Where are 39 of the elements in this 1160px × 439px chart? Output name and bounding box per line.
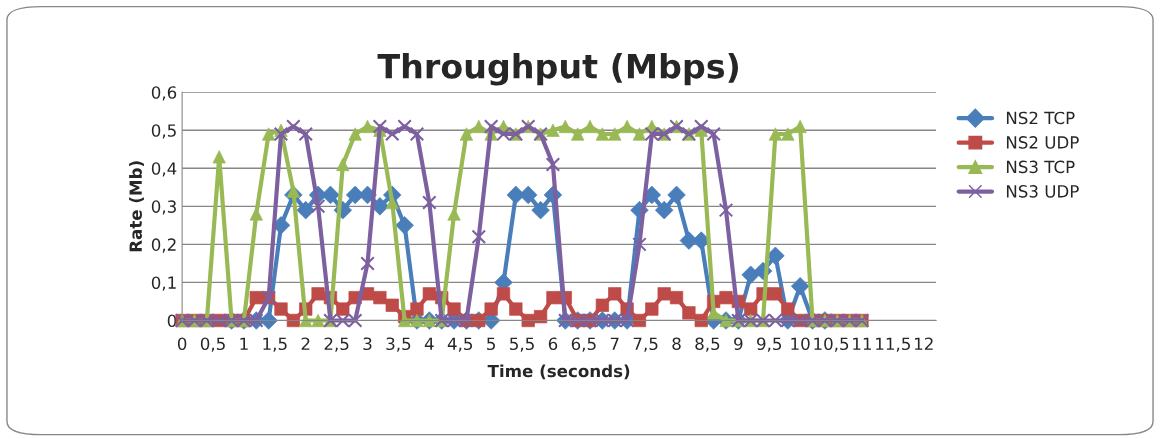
- x-tick-label: 7,5: [633, 337, 658, 352]
- x-tick-label: 8,5: [695, 337, 720, 352]
- y-tick-label: 0: [167, 314, 177, 328]
- y-axis-title: Rate (Mb): [129, 161, 144, 252]
- x-tick-label: 8: [672, 337, 681, 351]
- y-tick-label: 0,4: [151, 162, 177, 177]
- chart-title: Throughput (Mbps): [377, 52, 738, 86]
- x-tick-label: 11,5: [876, 337, 910, 352]
- x-tick-label: 0,5: [200, 337, 225, 352]
- legend-label: NS2 TCP: [1006, 111, 1075, 125]
- x-tick-label: 9,5: [757, 337, 782, 352]
- x-tick-label: 1,5: [263, 337, 287, 352]
- x-tick-label: 4,5: [447, 337, 473, 352]
- x-axis-title: Time (seconds): [487, 364, 630, 380]
- x-tick-label: 11: [853, 337, 872, 350]
- x-tick-label: 9: [734, 337, 743, 351]
- x-tick-label: 10: [791, 337, 810, 351]
- y-tick-label: 0,6: [151, 86, 177, 101]
- x-tick-label: 5,5: [510, 337, 534, 352]
- x-tick-label: 6,5: [571, 337, 596, 352]
- x-tick-label: 6: [548, 337, 558, 351]
- y-tick-label: 0,2: [151, 238, 176, 253]
- x-tick-label: 3,5: [386, 337, 411, 352]
- x-tick-label: 10,5: [814, 337, 849, 352]
- x-tick-label: 3: [363, 337, 372, 351]
- x-tick-label: 2,5: [324, 337, 349, 352]
- x-tick-label: 12: [914, 337, 933, 350]
- x-tick-label: 0: [177, 337, 187, 351]
- x-tick-label: 5: [487, 337, 495, 351]
- y-tick-label: 0,1: [151, 276, 176, 291]
- x-tick-label: 7: [610, 337, 619, 350]
- x-tick-label: 1: [240, 337, 248, 350]
- x-tick-label: 2: [301, 337, 310, 350]
- x-tick-label: 4: [424, 337, 434, 350]
- y-tick-label: 0,5: [151, 124, 176, 139]
- y-tick-label: 0,3: [151, 200, 176, 215]
- legend-label: NS2 UDP: [1006, 136, 1079, 149]
- legend-label: NS3 UDP: [1006, 185, 1079, 198]
- legend-label: NS3 TCP: [1006, 160, 1075, 174]
